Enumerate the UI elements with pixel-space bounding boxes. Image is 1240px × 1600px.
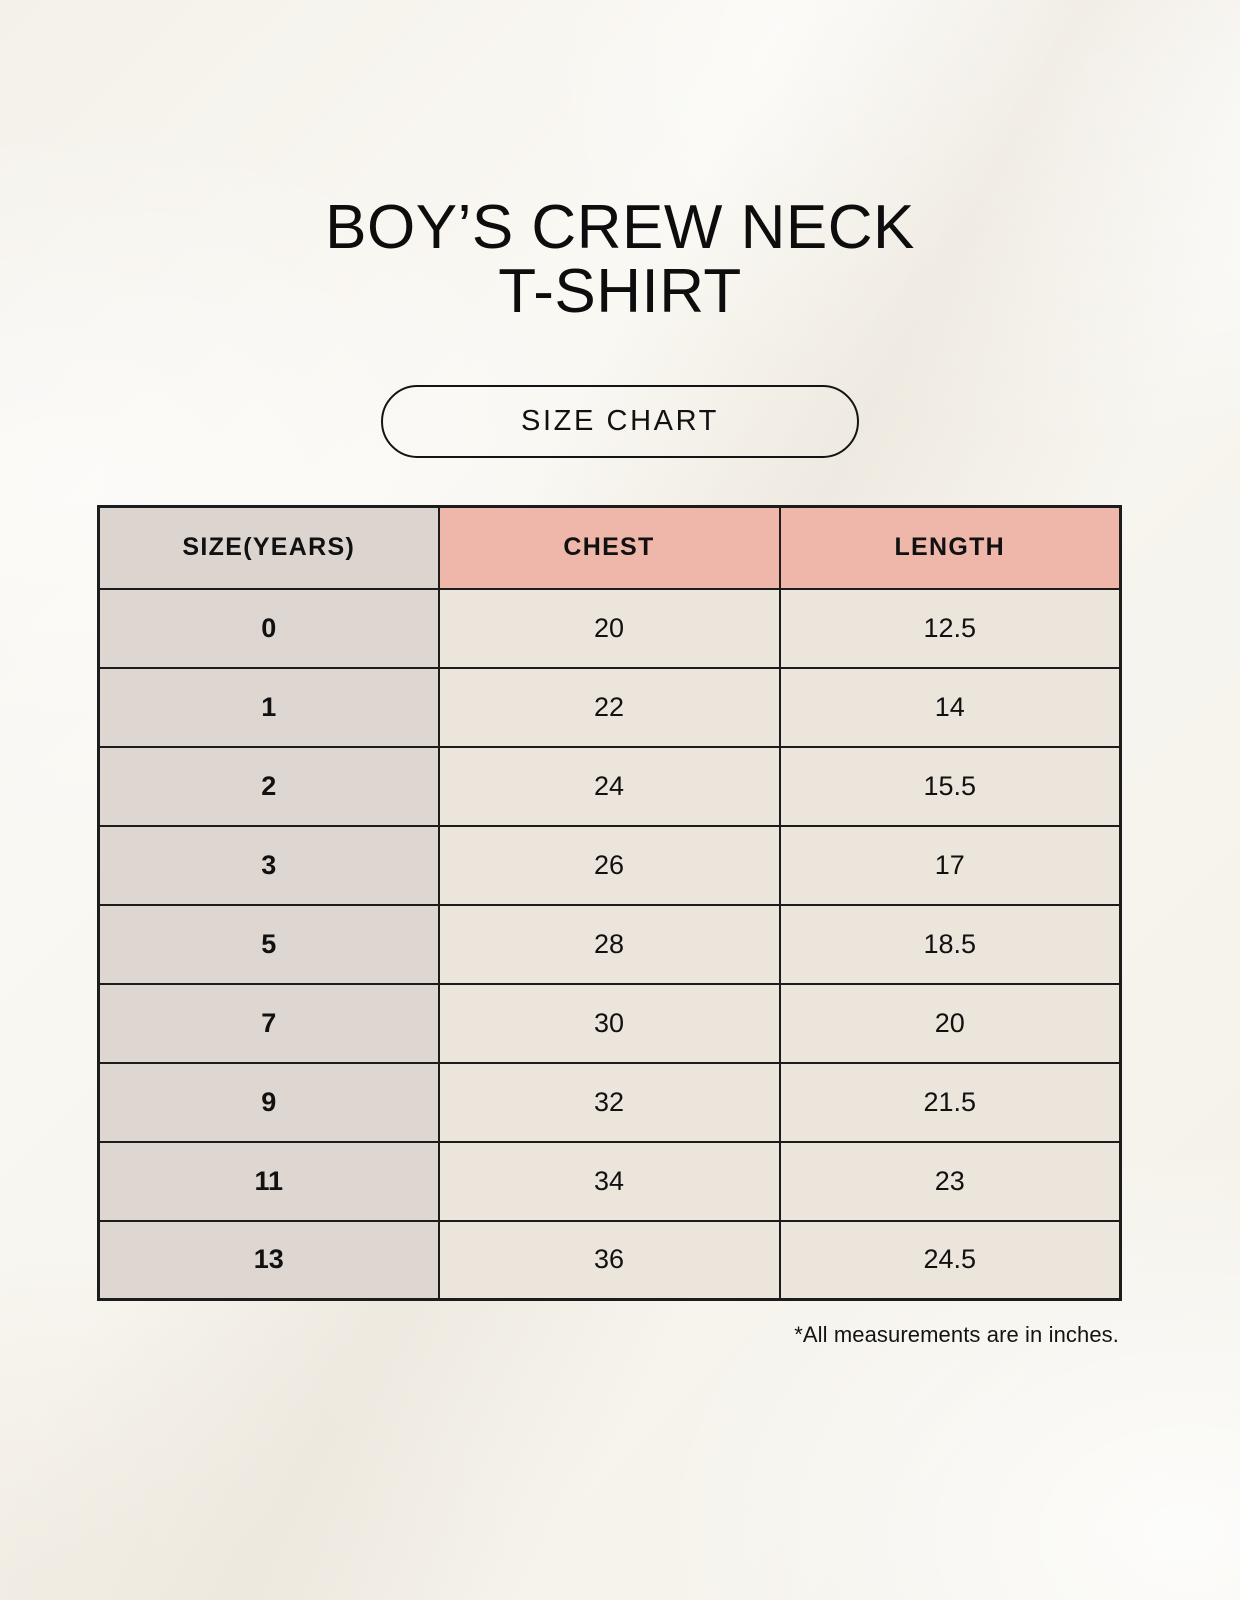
measurements-footnote: *All measurements are in inches. bbox=[794, 1322, 1119, 1347]
size-chart-table: SIZE(YEARS) CHEST LENGTH 0 20 12.5 1 22 … bbox=[97, 505, 1122, 1301]
cell-chest: 36 bbox=[438, 1220, 781, 1300]
cell-chest: 32 bbox=[438, 1062, 781, 1143]
table-body: 0 20 12.5 1 22 14 2 24 15.5 3 26 17 bbox=[98, 588, 1121, 1300]
cell-length: 14 bbox=[779, 667, 1121, 748]
cell-length: 23 bbox=[779, 1141, 1121, 1222]
column-header-chest: CHEST bbox=[438, 506, 781, 590]
cell-size: 5 bbox=[98, 904, 440, 985]
table-row: 3 26 17 bbox=[98, 825, 1121, 906]
cell-chest: 30 bbox=[438, 983, 781, 1064]
cell-size: 7 bbox=[98, 983, 440, 1064]
cell-chest: 20 bbox=[438, 588, 781, 669]
column-header-size: SIZE(YEARS) bbox=[98, 506, 440, 590]
table-row: 2 24 15.5 bbox=[98, 746, 1121, 827]
table-header: SIZE(YEARS) CHEST LENGTH bbox=[98, 506, 1121, 590]
cell-size: 13 bbox=[98, 1220, 440, 1300]
cell-length: 21.5 bbox=[779, 1062, 1121, 1143]
table-row: 13 36 24.5 bbox=[98, 1220, 1121, 1300]
cell-size: 2 bbox=[98, 746, 440, 827]
cell-size: 11 bbox=[98, 1141, 440, 1222]
table-row: 7 30 20 bbox=[98, 983, 1121, 1064]
cell-size: 0 bbox=[98, 588, 440, 669]
size-chart-badge-wrap: SIZE CHART bbox=[0, 385, 1240, 458]
cell-length: 12.5 bbox=[779, 588, 1121, 669]
cell-size: 1 bbox=[98, 667, 440, 748]
cell-length: 24.5 bbox=[779, 1220, 1121, 1300]
cell-chest: 34 bbox=[438, 1141, 781, 1222]
table-row: 9 32 21.5 bbox=[98, 1062, 1121, 1143]
cell-chest: 24 bbox=[438, 746, 781, 827]
cell-chest: 22 bbox=[438, 667, 781, 748]
cell-chest: 28 bbox=[438, 904, 781, 985]
cell-length: 17 bbox=[779, 825, 1121, 906]
cell-size: 3 bbox=[98, 825, 440, 906]
size-chart-table-wrap: SIZE(YEARS) CHEST LENGTH 0 20 12.5 1 22 … bbox=[97, 505, 1122, 1301]
table-row: 11 34 23 bbox=[98, 1141, 1121, 1222]
table-header-row: SIZE(YEARS) CHEST LENGTH bbox=[98, 506, 1121, 590]
column-header-length: LENGTH bbox=[779, 506, 1121, 590]
table-row: 0 20 12.5 bbox=[98, 588, 1121, 669]
page-title: BOY’S CREW NECK T-SHIRT bbox=[325, 193, 915, 326]
size-chart-badge: SIZE CHART bbox=[381, 385, 859, 458]
cell-length: 20 bbox=[779, 983, 1121, 1064]
cell-chest: 26 bbox=[438, 825, 781, 906]
page-title-block: BOY’S CREW NECK T-SHIRT bbox=[0, 196, 1240, 324]
table-row: 1 22 14 bbox=[98, 667, 1121, 748]
table-row: 5 28 18.5 bbox=[98, 904, 1121, 985]
cell-length: 15.5 bbox=[779, 746, 1121, 827]
cell-size: 9 bbox=[98, 1062, 440, 1143]
cell-length: 18.5 bbox=[779, 904, 1121, 985]
